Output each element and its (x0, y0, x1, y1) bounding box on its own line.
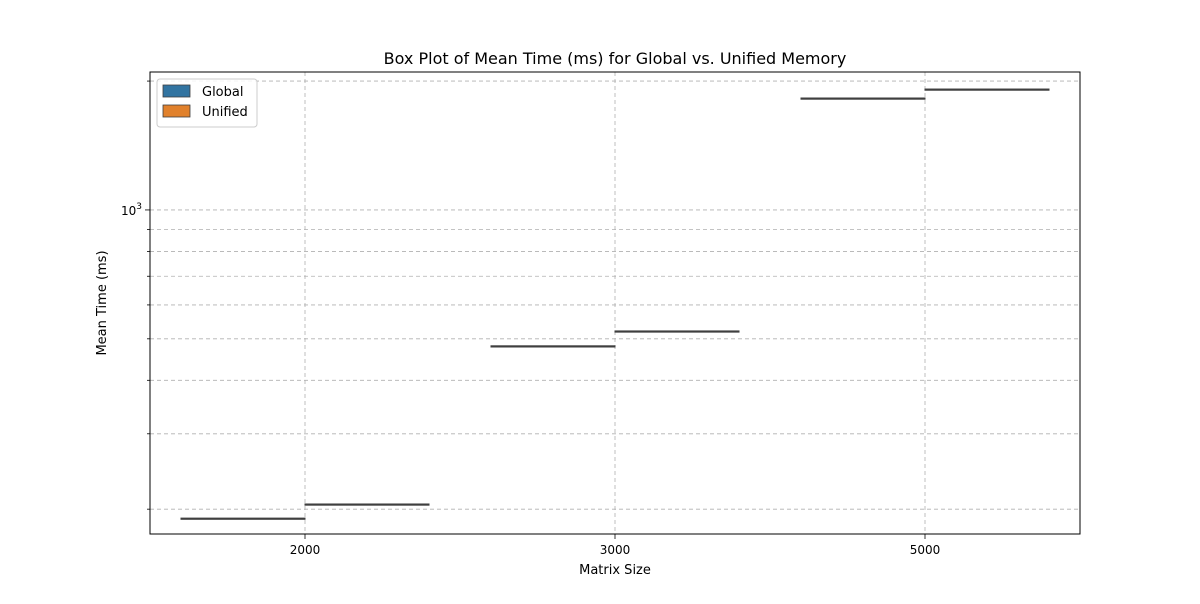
legend: Global Unified (156, 78, 258, 128)
x-tick-label-3000: 3000 (600, 543, 631, 557)
box-layer (180, 88, 1050, 520)
grid-layer (150, 72, 1080, 534)
x-tick-label-5000: 5000 (910, 543, 941, 557)
legend-label-global: Global (202, 85, 243, 100)
x-tick-label-2000: 2000 (290, 543, 321, 557)
x-axis-label: Matrix Size (579, 563, 651, 578)
legend-swatch-unified (162, 104, 191, 118)
legend-label-unified: Unified (202, 105, 248, 120)
y-axis-label: Mean Time (ms) (95, 250, 110, 355)
legend-swatch-global (162, 84, 191, 98)
chart-title: Box Plot of Mean Time (ms) for Global vs… (384, 49, 847, 68)
y-tick-label: 103 (121, 202, 142, 218)
tick-layer: 103 2000 3000 5000 (121, 80, 941, 557)
